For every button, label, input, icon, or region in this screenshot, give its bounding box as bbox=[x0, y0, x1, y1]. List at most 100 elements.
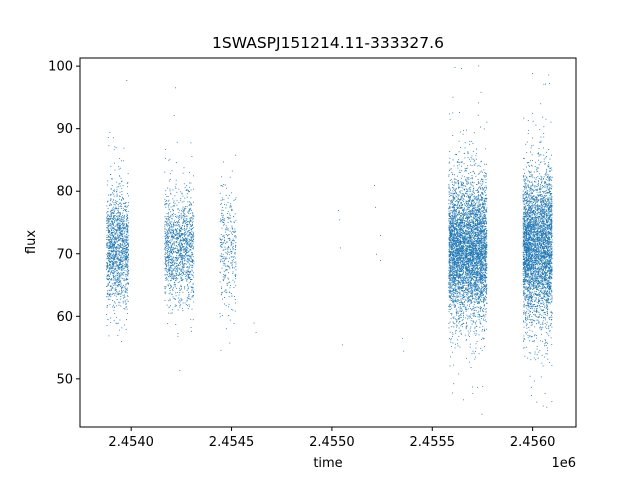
data-point bbox=[168, 267, 170, 269]
data-point bbox=[115, 256, 117, 258]
data-point bbox=[183, 217, 185, 219]
data-point bbox=[167, 236, 168, 237]
data-point bbox=[229, 254, 231, 256]
data-point bbox=[179, 209, 181, 211]
data-point bbox=[168, 246, 170, 248]
data-point bbox=[117, 284, 119, 285]
data-point bbox=[167, 234, 169, 236]
data-point bbox=[122, 240, 124, 242]
data-point bbox=[180, 269, 182, 271]
data-point bbox=[176, 204, 178, 206]
data-point bbox=[224, 277, 226, 278]
data-point bbox=[114, 257, 116, 259]
data-point bbox=[468, 190, 470, 192]
data-point bbox=[484, 285, 486, 287]
data-point bbox=[481, 221, 483, 223]
data-point bbox=[178, 211, 180, 213]
data-point bbox=[113, 241, 115, 243]
data-point bbox=[191, 216, 193, 218]
data-point bbox=[126, 231, 128, 233]
data-point bbox=[107, 236, 109, 238]
data-point bbox=[110, 256, 112, 258]
data-point bbox=[191, 264, 193, 266]
data-point bbox=[463, 222, 465, 224]
data-point bbox=[170, 236, 172, 238]
data-point bbox=[115, 238, 117, 240]
data-point bbox=[127, 231, 128, 233]
data-point bbox=[184, 206, 186, 208]
data-point bbox=[122, 248, 123, 250]
data-point bbox=[112, 227, 114, 228]
data-point bbox=[117, 258, 119, 260]
data-point bbox=[121, 227, 123, 229]
data-point bbox=[479, 276, 481, 278]
data-point bbox=[482, 193, 483, 194]
data-point bbox=[484, 261, 486, 263]
data-point bbox=[189, 233, 191, 235]
data-point bbox=[474, 207, 476, 209]
data-point bbox=[232, 279, 234, 281]
data-point bbox=[111, 210, 113, 212]
data-point bbox=[473, 202, 475, 204]
data-point bbox=[115, 233, 117, 235]
data-point bbox=[188, 208, 190, 210]
data-point bbox=[110, 215, 112, 217]
data-point bbox=[108, 220, 110, 222]
data-point bbox=[478, 232, 479, 234]
data-point bbox=[182, 246, 183, 248]
data-point bbox=[123, 224, 125, 226]
data-point bbox=[225, 265, 226, 267]
data-point bbox=[183, 249, 185, 251]
data-point bbox=[450, 218, 452, 220]
data-point bbox=[181, 270, 183, 272]
data-point bbox=[480, 235, 482, 237]
data-point bbox=[176, 287, 178, 289]
data-point bbox=[190, 327, 192, 329]
data-point bbox=[476, 226, 478, 228]
data-point bbox=[110, 296, 112, 298]
data-point bbox=[188, 245, 190, 247]
data-point bbox=[118, 282, 120, 283]
data-point bbox=[475, 216, 477, 218]
data-point bbox=[481, 199, 483, 201]
data-point bbox=[165, 277, 167, 279]
data-point bbox=[175, 237, 177, 238]
data-point bbox=[465, 238, 467, 240]
data-point bbox=[115, 242, 117, 244]
data-point bbox=[462, 192, 464, 194]
data-point bbox=[481, 233, 483, 235]
data-point bbox=[123, 241, 125, 243]
data-point bbox=[228, 217, 230, 219]
data-point bbox=[164, 228, 166, 230]
data-point bbox=[459, 283, 461, 285]
data-point bbox=[473, 307, 475, 309]
data-point bbox=[460, 222, 462, 224]
data-point bbox=[481, 247, 483, 249]
data-point bbox=[173, 205, 175, 206]
data-point bbox=[168, 259, 170, 261]
data-point bbox=[170, 226, 172, 228]
data-point bbox=[107, 215, 109, 216]
data-point bbox=[119, 264, 121, 266]
data-point bbox=[456, 231, 458, 233]
data-point bbox=[185, 253, 187, 254]
data-point bbox=[113, 253, 115, 255]
data-point bbox=[119, 251, 121, 253]
data-point bbox=[108, 247, 110, 249]
data-point bbox=[115, 230, 117, 232]
data-point bbox=[221, 267, 223, 269]
data-point bbox=[235, 236, 237, 238]
data-point bbox=[125, 210, 127, 212]
data-point bbox=[112, 254, 114, 256]
data-point bbox=[182, 250, 184, 252]
data-point bbox=[110, 198, 112, 200]
data-point bbox=[112, 244, 114, 246]
data-point bbox=[120, 263, 122, 265]
data-point bbox=[453, 282, 455, 283]
data-point bbox=[106, 243, 108, 245]
data-point bbox=[470, 201, 472, 203]
data-point bbox=[106, 216, 108, 217]
data-point bbox=[178, 287, 180, 289]
data-point bbox=[464, 239, 466, 241]
data-point bbox=[127, 211, 129, 213]
